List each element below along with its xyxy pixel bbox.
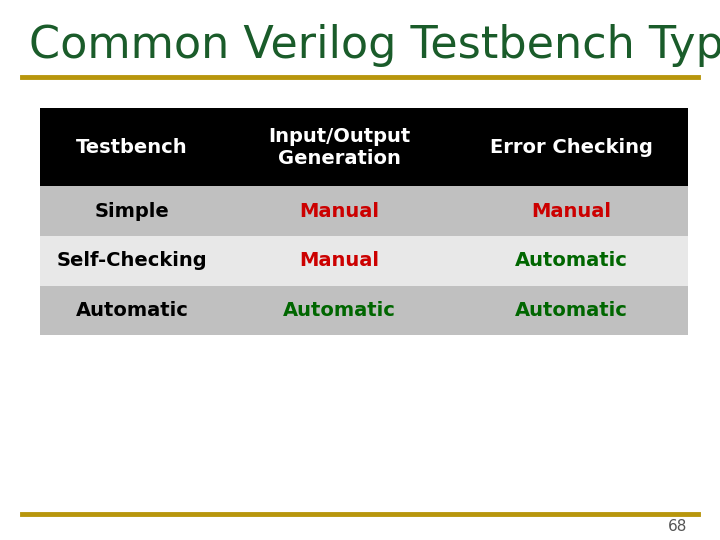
Text: Automatic: Automatic — [515, 251, 627, 271]
Bar — [225, 236, 454, 286]
Bar — [454, 108, 688, 186]
Bar — [40, 186, 224, 236]
Bar — [225, 186, 454, 236]
Text: Manual: Manual — [300, 201, 379, 221]
Text: Input/Output
Generation: Input/Output Generation — [268, 127, 410, 167]
Bar — [40, 108, 224, 186]
Text: Automatic: Automatic — [515, 301, 627, 320]
Text: Automatic: Automatic — [283, 301, 396, 320]
Bar — [454, 186, 688, 236]
Text: Manual: Manual — [531, 201, 611, 221]
Bar — [40, 236, 224, 286]
Text: Testbench: Testbench — [76, 138, 188, 157]
Text: Self-Checking: Self-Checking — [57, 251, 207, 271]
Bar — [225, 286, 454, 335]
Bar — [454, 236, 688, 286]
Text: Error Checking: Error Checking — [490, 138, 652, 157]
Text: Automatic: Automatic — [76, 301, 189, 320]
Text: Manual: Manual — [300, 251, 379, 271]
Bar — [454, 286, 688, 335]
Bar — [225, 108, 454, 186]
Text: 68: 68 — [668, 518, 688, 534]
Text: Simple: Simple — [94, 201, 169, 221]
Bar — [40, 286, 224, 335]
Text: Common Verilog Testbench Types: Common Verilog Testbench Types — [29, 24, 720, 68]
